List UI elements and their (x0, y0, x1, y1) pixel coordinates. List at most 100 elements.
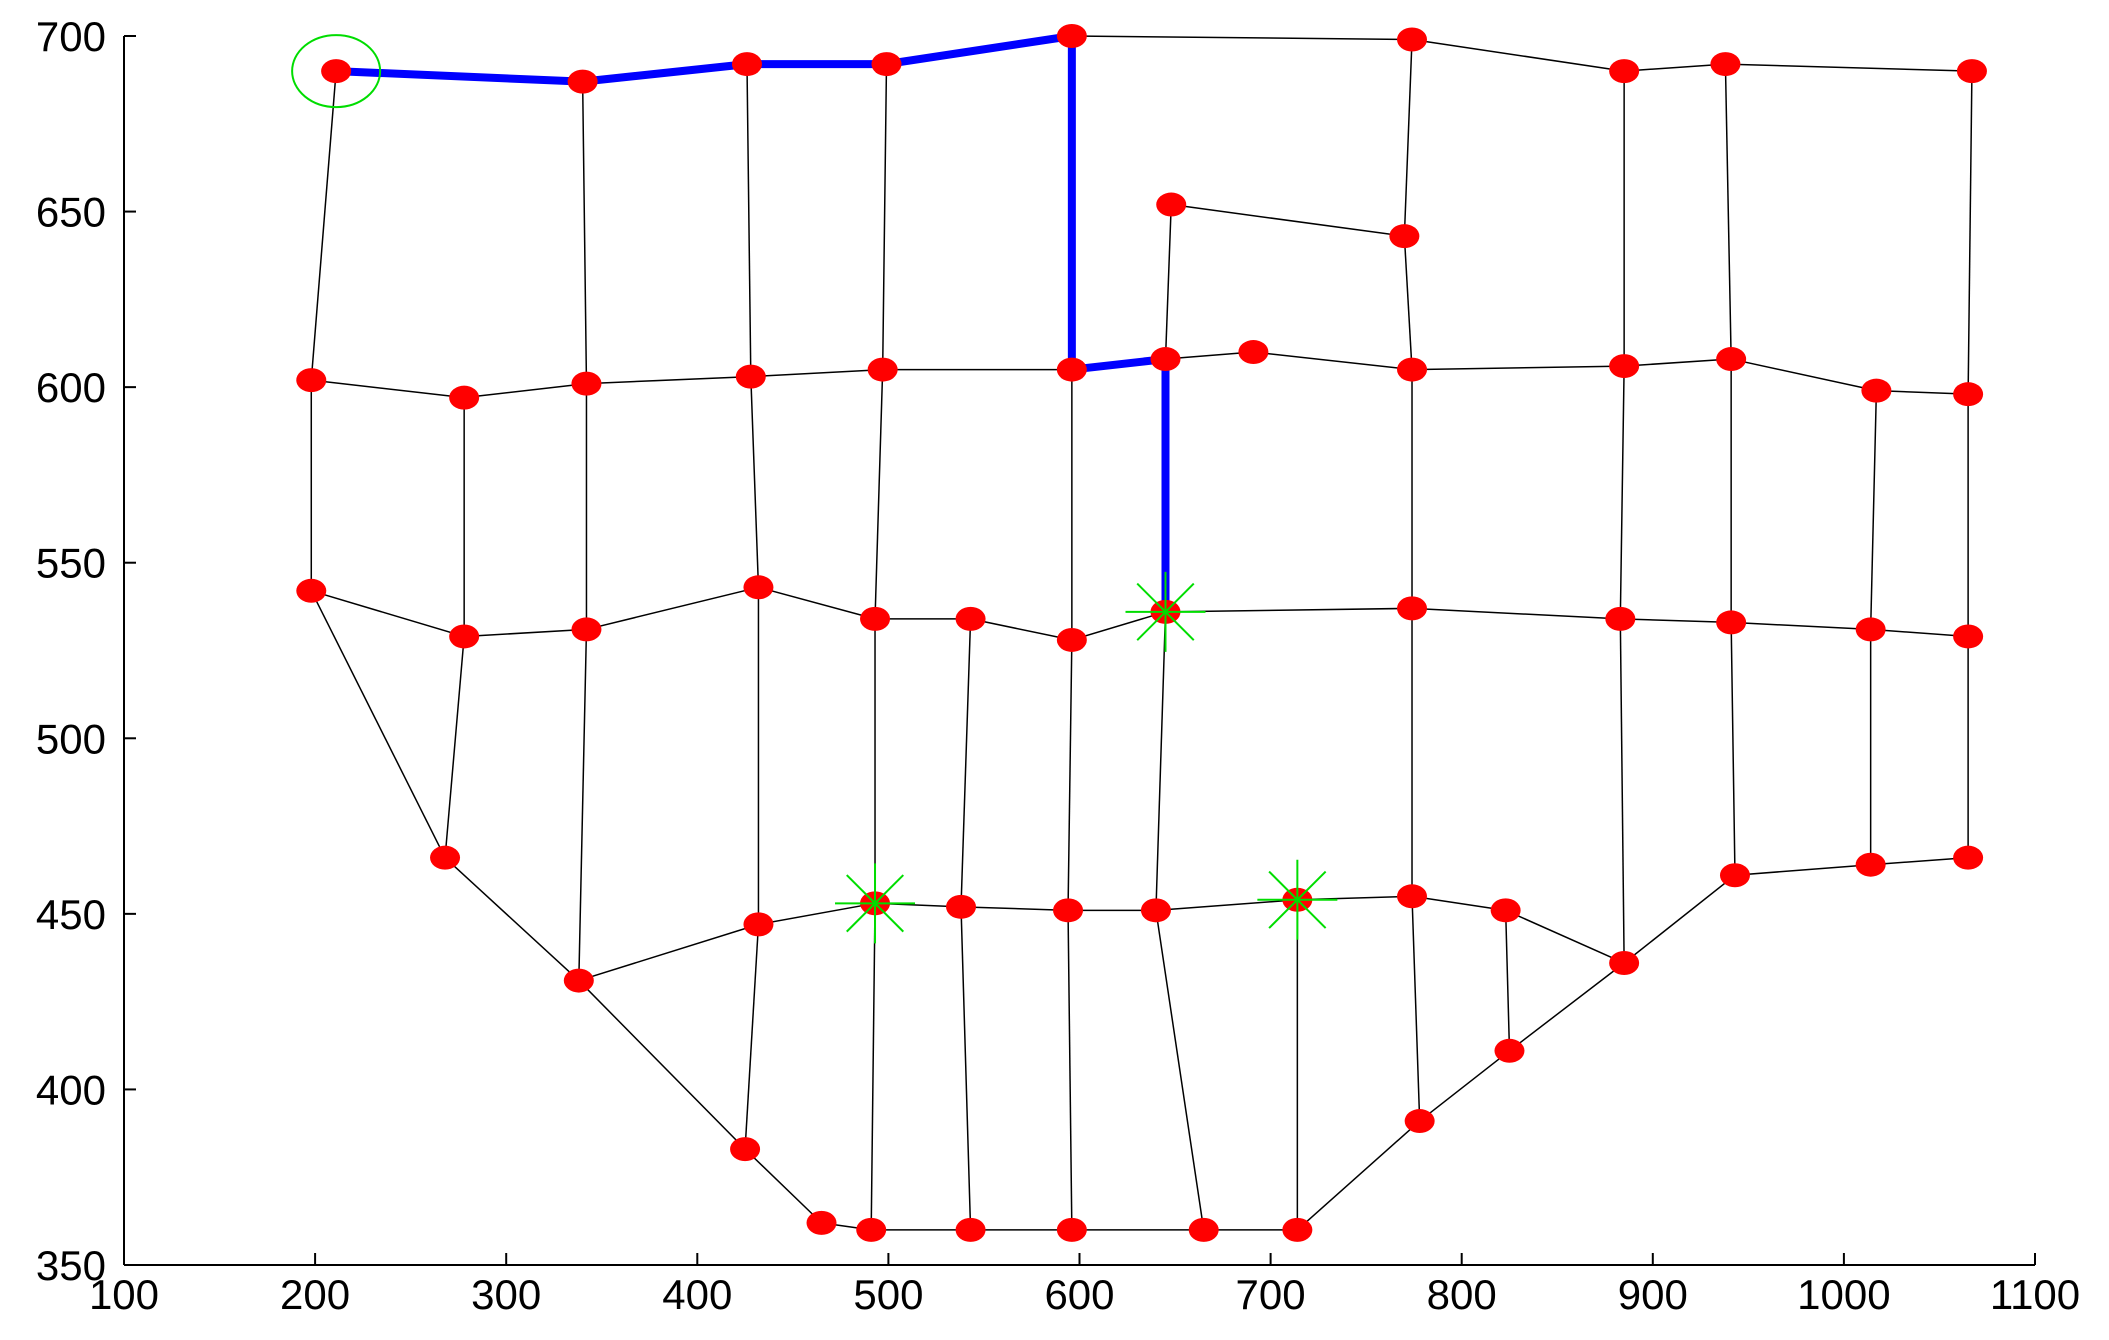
edge (1870, 628, 1969, 638)
y-tick-label: 550 (36, 540, 106, 587)
node (955, 606, 986, 631)
node (1397, 596, 1428, 621)
node (1855, 617, 1886, 642)
edge (1725, 63, 1972, 72)
edge (1171, 203, 1405, 237)
y-tick-label: 350 (36, 1242, 106, 1289)
edge (1505, 909, 1625, 964)
edge (881, 64, 888, 370)
edge (1071, 35, 1413, 41)
edge (586, 586, 759, 631)
edge (1412, 365, 1625, 371)
node (743, 912, 774, 937)
edge (578, 980, 746, 1150)
y-tick-label: 650 (36, 189, 106, 236)
y-tick-label: 600 (36, 364, 106, 411)
node (1710, 52, 1741, 77)
node (1150, 347, 1181, 372)
edge (464, 628, 587, 638)
node (1609, 951, 1640, 976)
node (1861, 378, 1892, 403)
x-tick-label: 1000 (1797, 1271, 1890, 1318)
node (571, 617, 602, 642)
x-tick-label: 500 (853, 1271, 923, 1318)
edge (1734, 863, 1871, 876)
node (1404, 1109, 1435, 1134)
star-marker (1268, 870, 1327, 929)
edge (1411, 895, 1506, 912)
node (1855, 852, 1886, 877)
edge (1155, 899, 1298, 912)
node (731, 52, 762, 77)
node (735, 364, 766, 389)
node (743, 575, 774, 600)
edge (750, 376, 760, 588)
edge (586, 375, 751, 385)
x-tick-label: 400 (662, 1271, 732, 1318)
node (1490, 898, 1521, 923)
node (1389, 224, 1420, 249)
node (1953, 624, 1984, 649)
node (449, 624, 480, 649)
node (430, 845, 461, 870)
node (1282, 1217, 1313, 1242)
edge (444, 857, 580, 982)
node (321, 59, 352, 84)
node (567, 69, 598, 94)
edge (960, 906, 1069, 912)
edge (1165, 607, 1413, 613)
edge (1504, 910, 1511, 1051)
node (296, 578, 327, 603)
y-tick-label: 700 (36, 13, 106, 60)
edge (1731, 621, 1871, 631)
edge (1411, 896, 1421, 1122)
edge (1253, 351, 1413, 371)
node (1397, 27, 1428, 52)
node (1716, 347, 1747, 372)
node (867, 357, 898, 382)
edge (1155, 611, 1167, 911)
edge (1403, 236, 1413, 370)
node (1953, 845, 1984, 870)
x-tick-label: 800 (1427, 1271, 1497, 1318)
edge (1619, 618, 1625, 964)
edge (1419, 1050, 1510, 1122)
edge (444, 636, 465, 858)
edge (744, 924, 760, 1150)
node (1056, 357, 1087, 382)
node (806, 1210, 837, 1235)
x-tick-label: 300 (471, 1271, 541, 1318)
edge (758, 586, 876, 620)
edge (960, 906, 972, 1230)
edge (1067, 910, 1073, 1230)
edge (578, 629, 588, 981)
edge (1155, 910, 1205, 1230)
edge (1403, 39, 1413, 237)
node (1719, 863, 1750, 888)
edge (970, 618, 1073, 641)
edge (1296, 1120, 1421, 1231)
node (1956, 59, 1987, 84)
edge (1730, 358, 1877, 392)
node (571, 371, 602, 396)
edge (744, 1148, 823, 1224)
edge (870, 903, 876, 1230)
node (1953, 382, 1984, 407)
edge (1869, 390, 1878, 630)
edge (311, 590, 465, 638)
edge (1624, 63, 1726, 72)
node (1397, 884, 1428, 909)
node (1056, 627, 1087, 652)
edge (311, 379, 465, 399)
edge (578, 923, 759, 982)
edge (746, 64, 752, 377)
node (946, 894, 977, 919)
star-marker (846, 874, 905, 933)
node (1609, 354, 1640, 379)
node (1397, 357, 1428, 382)
edge (1067, 639, 1073, 911)
edge (1164, 204, 1172, 360)
node (1188, 1217, 1219, 1242)
edge (1967, 71, 1973, 395)
